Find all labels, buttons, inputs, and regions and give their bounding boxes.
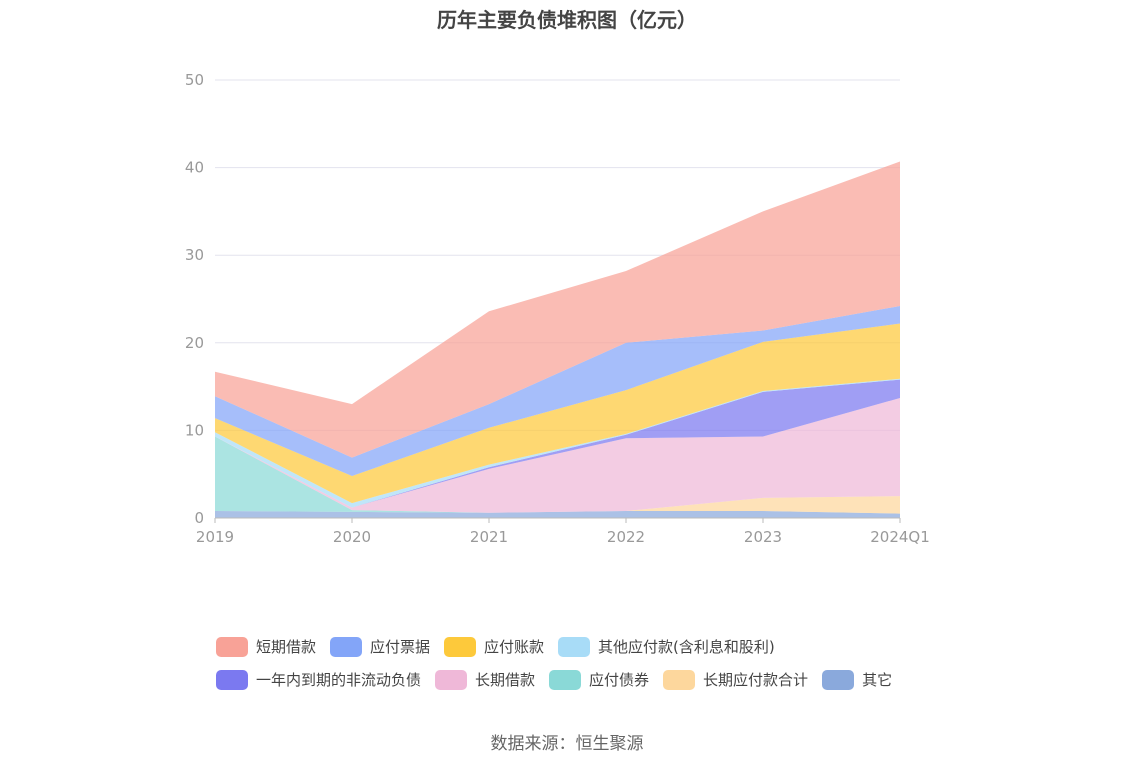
y-tick-label: 40 <box>185 159 204 177</box>
legend-swatch <box>216 636 248 657</box>
x-tick-label: 2024Q1 <box>870 528 930 546</box>
area-series-8 <box>215 161 900 458</box>
legend-item[interactable]: 长期借款 <box>435 669 535 690</box>
legend-swatch <box>216 669 248 690</box>
legend-item[interactable]: 应付债券 <box>549 669 649 690</box>
x-tick-label: 2021 <box>470 528 508 546</box>
legend-item[interactable]: 应付票据 <box>330 636 430 657</box>
area-series-7 <box>215 306 900 476</box>
legend-item[interactable]: 一年内到期的非流动负债 <box>216 669 421 690</box>
legend-swatch <box>558 636 591 657</box>
x-tick-label: 2022 <box>607 528 645 546</box>
y-tick-label: 20 <box>185 334 204 352</box>
x-tick-label: 2019 <box>196 528 234 546</box>
legend-swatch <box>663 669 696 690</box>
legend-item[interactable]: 长期应付款合计 <box>663 669 808 690</box>
legend-label: 长期应付款合计 <box>703 671 809 689</box>
legend: 短期借款 应付票据 应付账款 其他应付款(含利息和股利) 一年内到期的非流动负债 长期借… <box>216 630 976 696</box>
legend-label: 应付账款 <box>484 638 545 656</box>
legend-label: 其它 <box>862 671 893 689</box>
y-tick-label: 50 <box>185 71 204 89</box>
legend-label: 应付债券 <box>589 671 650 689</box>
legend-swatch <box>330 636 363 657</box>
area-series-3 <box>215 398 900 513</box>
legend-row-2: 一年内到期的非流动负债 长期借款 应付债券 长期应付款合计 其它 <box>216 663 976 696</box>
area-series-0 <box>215 511 900 518</box>
legend-swatch <box>822 669 855 690</box>
area-series-2 <box>215 436 900 513</box>
legend-item[interactable]: 其它 <box>822 669 892 690</box>
legend-item[interactable]: 其他应付款(含利息和股利) <box>558 636 775 657</box>
area-series <box>215 161 900 518</box>
axes: 0 10 20 30 40 50 2019 2020 2021 2022 2023 2024Q1 <box>185 71 930 546</box>
legend-item[interactable]: 短期借款 <box>216 636 316 657</box>
legend-label: 应付票据 <box>370 638 431 656</box>
data-source-note: 数据来源：恒生聚源 <box>490 734 644 754</box>
x-tick-label: 2020 <box>333 528 371 546</box>
area-series-4 <box>215 379 900 508</box>
legend-item[interactable]: 应付账款 <box>444 636 544 657</box>
legend-swatch <box>444 636 477 657</box>
chart-title: 历年主要负债堆积图（亿元） <box>437 8 697 32</box>
legend-label: 短期借款 <box>256 638 317 656</box>
legend-label: 长期借款 <box>475 671 536 689</box>
legend-row-1: 短期借款 应付票据 应付账款 其他应付款(含利息和股利) <box>216 630 976 663</box>
legend-label: 一年内到期的非流动负债 <box>256 671 422 689</box>
y-tick-label: 30 <box>185 246 204 264</box>
area-series-6 <box>215 323 900 504</box>
legend-label: 其他应付款(含利息和股利) <box>598 638 775 656</box>
x-tick-label: 2023 <box>744 528 782 546</box>
y-tick-label: 0 <box>194 509 204 527</box>
legend-swatch <box>435 669 468 690</box>
area-series-1 <box>215 496 900 514</box>
y-tick-label: 10 <box>185 421 204 439</box>
legend-swatch <box>549 669 582 690</box>
